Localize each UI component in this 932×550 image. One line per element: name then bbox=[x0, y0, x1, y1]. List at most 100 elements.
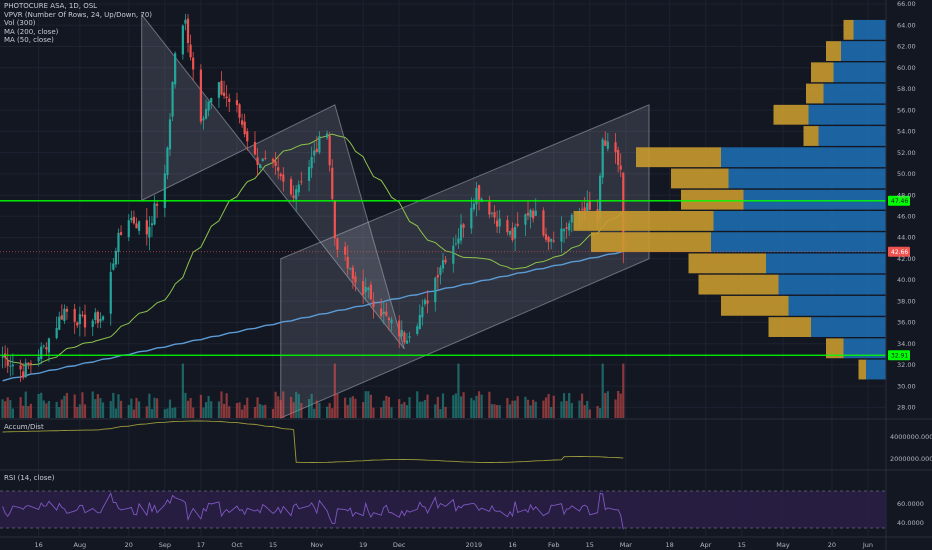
candle-82 bbox=[295, 185, 298, 212]
candle-88 bbox=[315, 136, 318, 154]
candle-body-93 bbox=[333, 201, 336, 239]
candle-107 bbox=[385, 302, 388, 317]
candle-body-118 bbox=[423, 299, 427, 305]
vpvr-down-16 bbox=[858, 359, 866, 380]
volume-bar-153 bbox=[550, 406, 553, 418]
volume-bar-83 bbox=[297, 394, 300, 418]
price-tick-7: 52.00 bbox=[897, 149, 916, 157]
volume-bar-36 bbox=[130, 398, 133, 418]
candle-body-80 bbox=[289, 179, 293, 195]
legend-vpvr[interactable]: VPVR (Number Of Rows, 24, Up/Down, 70) bbox=[4, 10, 153, 19]
volume-bar-133 bbox=[477, 391, 481, 418]
volume-bar-64 bbox=[228, 406, 231, 418]
candle-104 bbox=[372, 292, 375, 319]
volume-bar-160 bbox=[578, 400, 581, 418]
volume-bar-24 bbox=[83, 404, 87, 418]
volume-bar-49 bbox=[174, 407, 177, 418]
candle-body-47 bbox=[168, 119, 172, 150]
candle-body-65 bbox=[235, 100, 239, 106]
volume-bar-165 bbox=[596, 405, 599, 418]
legend-vol[interactable]: Vol (300) bbox=[4, 19, 36, 28]
volume-bar-38 bbox=[135, 397, 138, 418]
volume-bar-34 bbox=[119, 400, 123, 418]
volume-bar-88 bbox=[315, 400, 318, 418]
candle-body-44 bbox=[156, 203, 159, 206]
volume-bar-130 bbox=[470, 397, 473, 418]
volume-bar-151 bbox=[544, 397, 548, 418]
candle-body-84 bbox=[300, 181, 303, 183]
volume-bar-54 bbox=[192, 407, 195, 418]
candle-body-72 bbox=[259, 164, 262, 169]
candle-76 bbox=[274, 152, 277, 175]
volume-bar-126 bbox=[454, 393, 457, 418]
candle-50 bbox=[181, 24, 184, 60]
volume-bar-115 bbox=[416, 391, 419, 418]
volume-bar-141 bbox=[508, 404, 512, 418]
candles bbox=[1, 13, 625, 382]
candle-108 bbox=[387, 316, 391, 331]
accum-tick-1: 2000000.0000 bbox=[890, 455, 932, 463]
volume-bar-60 bbox=[217, 401, 221, 418]
volume-bar-11 bbox=[40, 392, 43, 418]
last-price-label: 42.66 bbox=[891, 249, 908, 256]
vpvr-down-10 bbox=[591, 232, 711, 253]
support-label-0: 47.46 bbox=[891, 198, 908, 205]
candle-171 bbox=[617, 146, 620, 173]
volume-bar-103 bbox=[369, 394, 372, 418]
volume-bar-84 bbox=[300, 403, 303, 418]
candle-body-54 bbox=[192, 57, 195, 70]
candle-body-30 bbox=[109, 271, 112, 314]
channel-1 bbox=[280, 104, 650, 419]
volume-bar-15 bbox=[55, 401, 58, 418]
legend-ma200[interactable]: MA (200, close) bbox=[4, 27, 59, 36]
candle-128 bbox=[459, 213, 463, 245]
candle-44 bbox=[156, 200, 159, 218]
candle-77 bbox=[277, 155, 280, 180]
candle-11 bbox=[40, 342, 43, 365]
price-tick-9: 48.00 bbox=[897, 191, 916, 199]
candle-156 bbox=[562, 228, 566, 243]
candle-168 bbox=[604, 131, 607, 147]
candle-19 bbox=[65, 305, 69, 320]
volume-bar-23 bbox=[81, 392, 84, 418]
candle-99 bbox=[354, 271, 357, 292]
legend-ma50[interactable]: MA (50, close) bbox=[4, 36, 54, 45]
price-tick-3: 60.00 bbox=[897, 64, 916, 72]
candle-53 bbox=[189, 34, 192, 61]
candle-body-167 bbox=[601, 139, 604, 178]
candle-54 bbox=[192, 51, 195, 81]
volume-bar-33 bbox=[117, 394, 120, 418]
candle-body-106 bbox=[382, 311, 385, 315]
candle-body-88 bbox=[315, 148, 318, 152]
candle-body-86 bbox=[310, 156, 313, 169]
candle-170 bbox=[614, 133, 617, 164]
volume-bar-118 bbox=[423, 399, 427, 418]
candle-157 bbox=[565, 222, 568, 239]
candle-91 bbox=[328, 132, 331, 172]
candle-body-75 bbox=[271, 158, 275, 162]
price-tick-2: 62.00 bbox=[897, 43, 916, 51]
candle-90 bbox=[325, 130, 329, 140]
volume-bar-95 bbox=[344, 397, 347, 418]
legend-symbol[interactable]: PHOTOCURE ASA, 1D, OSL bbox=[4, 2, 98, 10]
candle-body-78 bbox=[279, 173, 282, 177]
candle-body-3 bbox=[9, 365, 12, 367]
candle-147 bbox=[529, 208, 532, 229]
accum-dist-label[interactable]: Accum/Dist bbox=[4, 423, 44, 431]
candle-body-57 bbox=[204, 109, 208, 119]
volume-bar-154 bbox=[552, 395, 555, 418]
candle-39 bbox=[137, 220, 141, 235]
candle-body-146 bbox=[526, 212, 530, 216]
candle-48 bbox=[171, 80, 174, 122]
volume-bar-14 bbox=[47, 400, 51, 418]
volume-bar-26 bbox=[94, 399, 97, 418]
candle-114 bbox=[408, 331, 411, 343]
candle-79 bbox=[282, 167, 285, 192]
candle-body-7 bbox=[24, 362, 27, 378]
candle-body-131 bbox=[472, 203, 476, 210]
candle-body-171 bbox=[617, 149, 620, 166]
rsi-label[interactable]: RSI (14, close) bbox=[4, 474, 55, 482]
candle-3 bbox=[9, 356, 12, 377]
candle-140 bbox=[506, 215, 509, 236]
